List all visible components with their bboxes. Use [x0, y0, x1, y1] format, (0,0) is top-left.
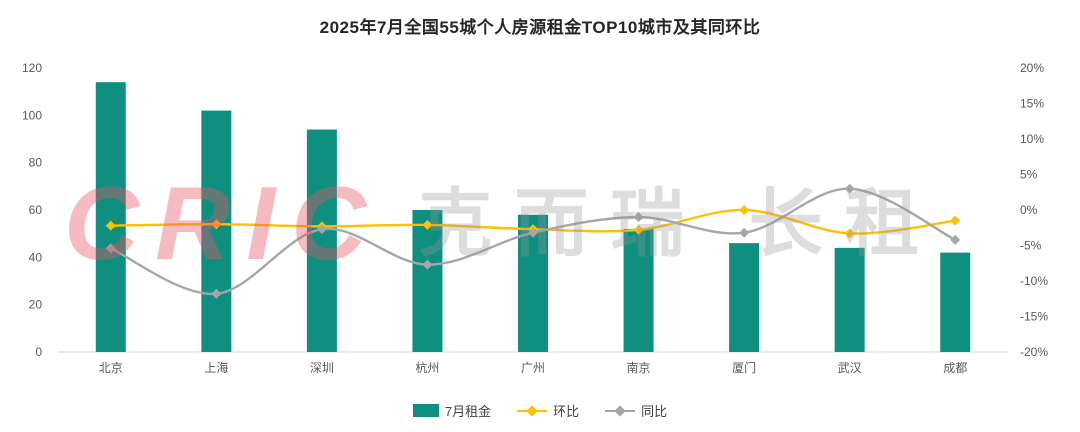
- category-label: 杭州: [415, 360, 439, 375]
- legend-line-swatch-tongbi: [605, 404, 636, 417]
- right-axis-tick: 0%: [1020, 203, 1038, 217]
- legend-item-tongbi: 同比: [605, 401, 667, 420]
- tongbi-marker-icon: [528, 227, 538, 238]
- huanbi-marker-icon: [739, 205, 750, 215]
- legend-item-huanbi: 环比: [517, 401, 579, 420]
- tongbi-marker-icon: [211, 288, 222, 299]
- legend-label-rent: 7月租金: [444, 404, 492, 419]
- right-axis-tick: 5%: [1020, 168, 1038, 182]
- huanbi-marker-icon: [950, 215, 961, 226]
- rent-bar: [729, 243, 760, 352]
- rent-bar: [95, 82, 126, 352]
- huanbi-marker-icon: [105, 220, 116, 231]
- left-axis-tick: 20: [29, 298, 43, 312]
- legend-line-swatch-huanbi: [517, 404, 548, 417]
- right-axis-tick: -15%: [1020, 310, 1048, 324]
- rent-bar: [940, 252, 971, 352]
- category-label: 北京: [99, 361, 123, 375]
- right-axis-tick: 20%: [1020, 61, 1044, 75]
- left-axis-tick: 0: [35, 345, 42, 359]
- chart-title: 2025年7月全国55城个人房源租金TOP10城市及其同环比: [319, 18, 761, 37]
- category-label: 深圳: [310, 361, 334, 375]
- right-axis-tick: 10%: [1020, 132, 1044, 146]
- tongbi-marker-icon: [105, 243, 116, 254]
- legend-item-rent: 7月租金: [412, 401, 492, 420]
- tongbi-marker-icon: [844, 183, 855, 194]
- left-axis-tick: 60: [29, 203, 43, 217]
- rent-bar: [201, 110, 232, 352]
- right-axis-tick: 15%: [1020, 97, 1044, 111]
- chart-legend: 7月租金 环比 同比: [0, 401, 1080, 420]
- huanbi-marker-icon: [211, 219, 222, 230]
- huanbi-diamond-icon: [526, 404, 538, 417]
- left-axis-tick: 80: [29, 156, 43, 170]
- tongbi-marker-icon: [950, 234, 961, 245]
- tongbi-marker-icon: [633, 212, 644, 223]
- legend-label-tongbi: 同比: [641, 404, 668, 419]
- category-label: 成都: [943, 361, 967, 375]
- category-label: 南京: [627, 360, 651, 375]
- huanbi-marker-icon: [422, 219, 433, 230]
- rent-bar: [412, 210, 443, 352]
- legend-bar-swatch: [412, 404, 439, 417]
- category-label: 上海: [204, 360, 228, 375]
- rent-bar: [623, 228, 654, 352]
- tongbi-marker-icon: [739, 227, 750, 238]
- huanbi-marker-icon: [633, 224, 644, 235]
- tongbi-marker-icon: [316, 224, 327, 235]
- tongbi-diamond-icon: [614, 404, 626, 417]
- rent-bar: [306, 129, 337, 352]
- right-axis-tick: -20%: [1020, 345, 1048, 359]
- left-axis-tick: 120: [22, 61, 42, 75]
- left-axis-tick: 40: [29, 250, 43, 264]
- rent-bar: [834, 247, 865, 352]
- right-axis-tick: -10%: [1020, 274, 1048, 288]
- huanbi-marker-icon: [844, 228, 855, 239]
- category-label: 武汉: [838, 361, 862, 375]
- left-axis-tick: 100: [22, 108, 42, 122]
- right-axis-tick: -5%: [1020, 239, 1042, 253]
- category-label: 厦门: [732, 360, 756, 375]
- category-label: 广州: [521, 361, 545, 375]
- legend-label-huanbi: 环比: [553, 404, 580, 419]
- tongbi-marker-icon: [422, 259, 433, 270]
